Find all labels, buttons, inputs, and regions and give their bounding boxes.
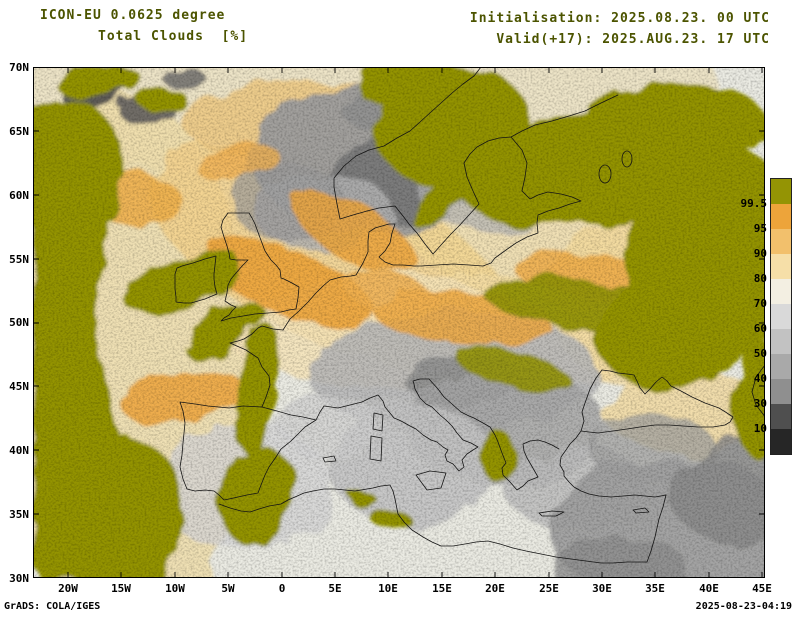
- colorbar-label: 30: [753, 397, 767, 410]
- colorbar-segment: [771, 204, 791, 229]
- lon-tick-label: 0: [278, 582, 286, 595]
- run-info: Initialisation: 2025.08.23. 00 UTC Valid…: [470, 8, 770, 50]
- colorbar-label: 40: [753, 372, 767, 385]
- colorbar-label: 60: [753, 322, 767, 335]
- lon-tick-label: 10W: [165, 582, 185, 595]
- lon-tick-label: 10E: [378, 582, 398, 595]
- lat-tick-label: 70N: [9, 61, 29, 74]
- colorbar-label: 70: [753, 297, 767, 310]
- lat-tick-label: 50N: [9, 316, 29, 329]
- colorbar-segment: [771, 329, 791, 354]
- colorbar-label: 50: [753, 347, 767, 360]
- lon-tick-label: 20E: [485, 582, 505, 595]
- lat-tick-label: 60N: [9, 189, 29, 202]
- lon-tick-label: 35E: [645, 582, 665, 595]
- lat-tick-label: 55N: [9, 253, 29, 266]
- field-title: Total Clouds [%]: [98, 29, 249, 44]
- colorbar-segment: [771, 304, 791, 329]
- valid-time: Valid(+17): 2025.AUG.23. 17 UTC: [496, 32, 770, 47]
- lon-tick-label: 40E: [699, 582, 719, 595]
- colorbar-segment: [771, 279, 791, 304]
- coastlines: [174, 67, 765, 564]
- lat-tick-label: 45N: [9, 380, 29, 393]
- colorbar-segment: [771, 354, 791, 379]
- lon-tick-label: 5E: [328, 582, 342, 595]
- colorbar-label: 80: [753, 272, 767, 285]
- lon-tick-label: 15W: [111, 582, 131, 595]
- colorbar-label: 95: [753, 222, 767, 235]
- model-title: ICON-EU 0.0625 degree: [40, 8, 226, 23]
- lon-tick-label: 25E: [539, 582, 559, 595]
- lon-tick-label: 5W: [221, 582, 235, 595]
- cloud-cover-map: [33, 67, 765, 578]
- creation-timestamp: 2025-08-23-04:19: [695, 601, 792, 612]
- lon-tick-label: 30E: [592, 582, 612, 595]
- grads-credit: GrADS: COLA/IGES: [4, 601, 101, 612]
- colorbar-label: 90: [753, 247, 767, 260]
- colorbar-segment: [771, 404, 791, 429]
- colorbar-segment: [771, 379, 791, 404]
- colorbar-label: 10: [753, 422, 767, 435]
- lon-tick-label: 20W: [58, 582, 78, 595]
- colorbar-segment: [771, 429, 791, 454]
- lat-tick-label: 35N: [9, 508, 29, 521]
- lon-tick-label: 45E: [752, 582, 772, 595]
- colorbar: [770, 178, 792, 455]
- initialisation-time: Initialisation: 2025.08.23. 00 UTC: [469, 11, 770, 26]
- noise-texture: [33, 67, 765, 578]
- lat-tick-label: 65N: [9, 125, 29, 138]
- colorbar-segment: [771, 179, 791, 204]
- lat-tick-label: 30N: [9, 572, 29, 585]
- colorbar-segment: [771, 229, 791, 254]
- colorbar-label: 99.5: [740, 197, 768, 210]
- colorbar-segment: [771, 254, 791, 279]
- map-frame: [33, 67, 765, 578]
- lat-tick-label: 40N: [9, 444, 29, 457]
- lon-tick-label: 15E: [432, 582, 452, 595]
